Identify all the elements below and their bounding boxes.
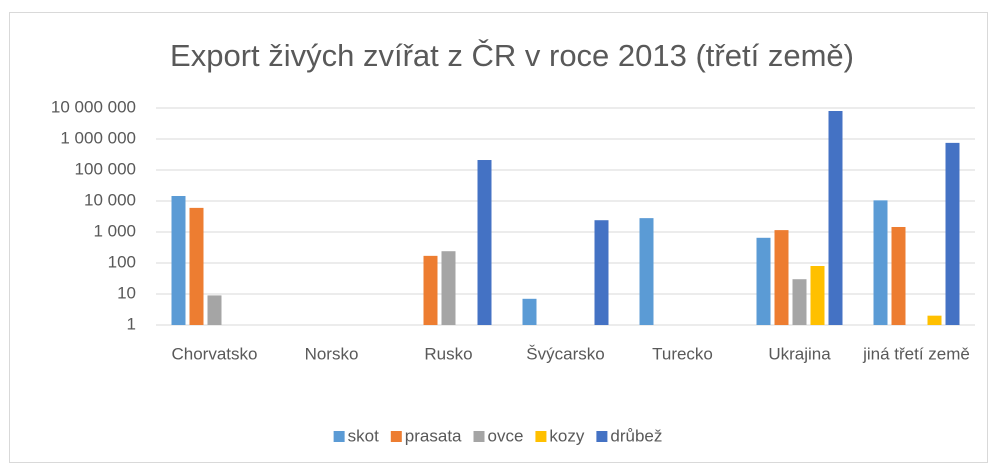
x-tick-label: Rusko — [424, 344, 472, 363]
legend: skot prasata ovce kozy drůbež — [333, 426, 662, 445]
legend-label: kozy — [549, 426, 584, 445]
bar — [639, 218, 654, 325]
y-tick-label: 1 000 000 — [60, 128, 136, 147]
legend-swatch — [390, 431, 402, 442]
y-tick-label: 1 — [127, 314, 136, 333]
y-tick-label: 1 000 — [93, 221, 136, 240]
bar — [441, 251, 456, 325]
legend-label: ovce — [488, 426, 524, 445]
bar — [171, 195, 186, 325]
bar — [594, 220, 609, 325]
bar — [189, 207, 204, 325]
bar — [810, 266, 825, 325]
legend-swatch — [473, 431, 485, 442]
x-tick-label: Chorvatsko — [172, 344, 258, 363]
bar — [522, 298, 537, 325]
chart-title: Export živých zvířat z ČR v roce 2013 (t… — [170, 38, 854, 73]
legend-swatch — [535, 431, 547, 442]
y-tick-label: 100 000 — [75, 159, 136, 178]
x-tick-label: Norsko — [305, 344, 359, 363]
bar — [774, 230, 789, 325]
bar — [207, 295, 222, 325]
bar — [477, 160, 492, 325]
y-tick-label: 100 — [108, 252, 136, 271]
y-tick-label: 10 — [117, 283, 136, 302]
legend-swatch — [596, 431, 608, 442]
x-tick-label: Turecko — [652, 344, 713, 363]
legend-label: prasata — [405, 426, 462, 445]
x-tick-label: Švýcarsko — [526, 344, 604, 363]
bar — [792, 279, 807, 325]
bar — [927, 315, 942, 325]
x-tick-label: jiná třetí země — [862, 344, 970, 363]
bar — [423, 255, 438, 325]
x-tick-label: Ukrajina — [768, 344, 831, 363]
bar — [945, 142, 960, 325]
bar — [891, 226, 906, 325]
bar — [828, 111, 843, 325]
legend-swatch — [333, 431, 345, 442]
bar — [756, 237, 771, 325]
y-tick-label: 10 000 000 — [51, 97, 136, 116]
bar — [873, 200, 888, 325]
y-tick-label: 10 000 — [84, 190, 136, 209]
legend-label: skot — [348, 426, 379, 445]
legend-label: drůbež — [610, 426, 662, 445]
